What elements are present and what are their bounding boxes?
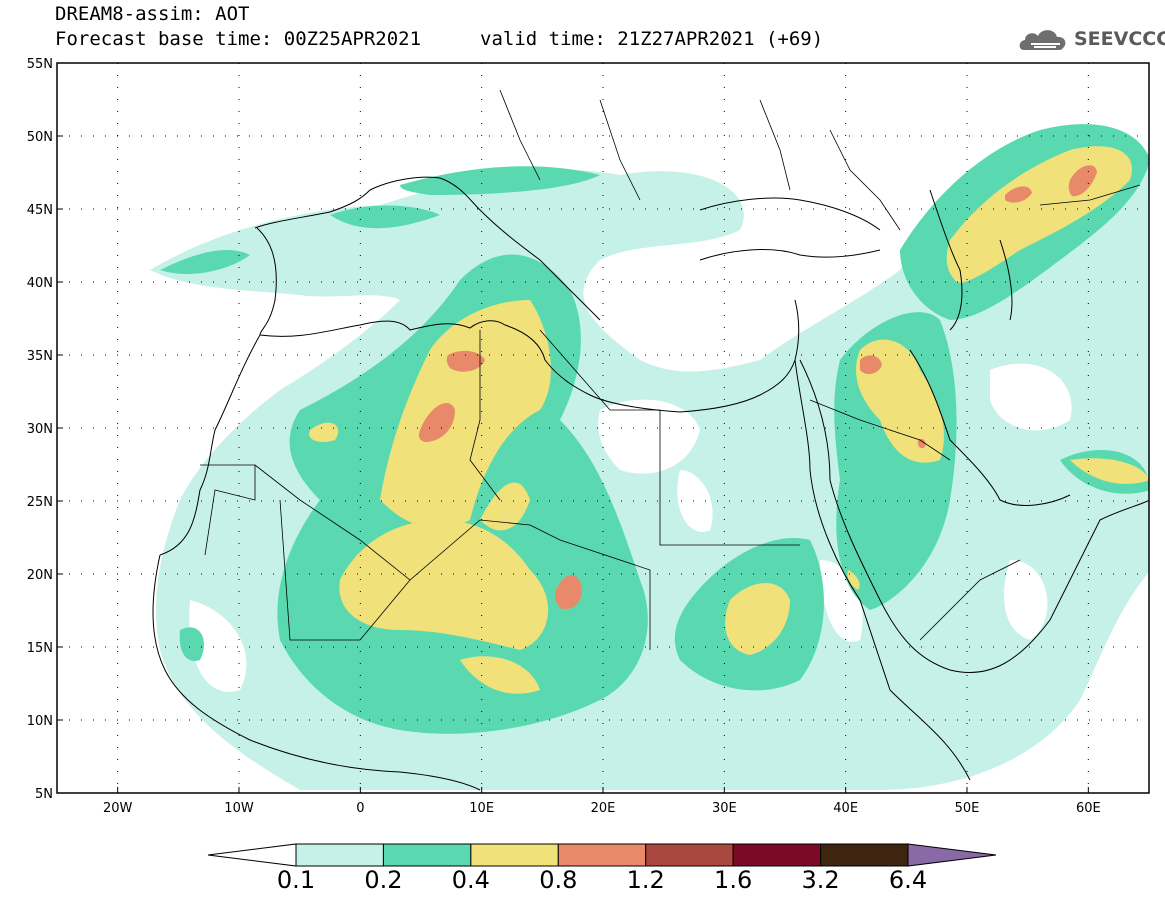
lat-tick-label: 20N bbox=[27, 568, 53, 583]
black-sea-north-coast bbox=[699, 197, 881, 231]
persian-gulf-coast bbox=[909, 349, 1071, 506]
seevccc-logo: SEEVCCC bbox=[1016, 22, 1165, 56]
colorbar-label: 3.2 bbox=[801, 866, 840, 894]
arabia-south-coast bbox=[949, 499, 1149, 674]
colorbar-segment bbox=[820, 843, 909, 867]
gulf-of-guinea-coast bbox=[152, 554, 481, 791]
colorbar-segment bbox=[645, 843, 734, 867]
red-sea-east-coast bbox=[799, 359, 951, 671]
aot-field bbox=[150, 124, 1149, 790]
lat-tick-label: 40N bbox=[27, 276, 53, 291]
colorbar-label: 1.6 bbox=[714, 866, 753, 894]
lon-tick-label: 10W bbox=[224, 801, 254, 816]
lat-tick-label: 55N bbox=[27, 57, 53, 72]
colorbar-min-arrow bbox=[207, 843, 297, 867]
border-kazakhstan bbox=[1039, 184, 1141, 206]
west-africa-coast bbox=[159, 334, 261, 556]
border-algeria-mali bbox=[254, 464, 531, 581]
lat-tick-label: 5N bbox=[35, 787, 53, 802]
caspian-sea bbox=[929, 189, 1013, 331]
country-borders bbox=[200, 89, 1141, 650]
border-western-sahara bbox=[200, 464, 256, 556]
valid-time: valid time: 21Z27APR2021 (+69) bbox=[480, 28, 824, 50]
lon-tick-label: 30E bbox=[712, 801, 737, 816]
border-mali-mauritania bbox=[279, 499, 411, 641]
lat-tick-label: 35N bbox=[27, 349, 53, 364]
lat-tick-label: 10N bbox=[27, 714, 53, 729]
border-yemen-saudi bbox=[919, 559, 1021, 641]
colorbar-label: 0.2 bbox=[364, 866, 403, 894]
map-title: DREAM8-assim: AOT bbox=[55, 3, 250, 25]
forecast-base-time: Forecast base time: 00Z25APR2021 bbox=[55, 28, 422, 50]
horn-of-africa bbox=[889, 689, 971, 781]
colorbar-segment bbox=[557, 843, 647, 867]
lon-axis: 20W 10W 0 10E 20E 30E 40E 50E 60E bbox=[103, 787, 1101, 816]
lon-tick-label: 10E bbox=[469, 801, 494, 816]
lat-tick-label: 50N bbox=[27, 130, 53, 145]
colorbar-segment bbox=[470, 843, 559, 867]
lat-axis: 55N 50N 45N 40N 35N 30N 25N 20N 15N 10N 5N bbox=[27, 57, 63, 802]
colorbar bbox=[207, 843, 997, 867]
south-europe-coast bbox=[254, 176, 601, 321]
aot-band-0.8 bbox=[418, 165, 1097, 610]
lon-tick-label: 20E bbox=[591, 801, 616, 816]
colorbar-segment bbox=[732, 843, 822, 867]
north-africa-coast bbox=[256, 227, 800, 413]
colorbar-label: 0.1 bbox=[276, 866, 316, 894]
cloud-icon bbox=[1019, 30, 1066, 50]
colorbar-segment bbox=[295, 843, 384, 867]
colorbar-segment bbox=[382, 843, 472, 867]
black-sea-south-coast bbox=[699, 249, 881, 261]
lat-tick-label: 15N bbox=[27, 641, 53, 656]
lon-tick-label: 0 bbox=[356, 801, 364, 816]
border-chad bbox=[529, 524, 651, 650]
border-libya bbox=[539, 329, 660, 411]
border-egypt-sudan bbox=[659, 410, 800, 546]
lat-tick-label: 30N bbox=[27, 422, 53, 437]
red-sea-west-coast bbox=[794, 359, 891, 691]
lon-tick-label: 40E bbox=[833, 801, 858, 816]
lat-tick-label: 25N bbox=[27, 495, 53, 510]
colorbar-label: 6.4 bbox=[888, 866, 928, 894]
colorbar-label: 1.2 bbox=[626, 866, 665, 894]
colorbar-max-arrow bbox=[907, 843, 997, 867]
colorbar-label: 0.4 bbox=[451, 866, 490, 894]
lat-tick-label: 45N bbox=[27, 203, 53, 218]
lon-tick-label: 20W bbox=[103, 801, 133, 816]
border-europe bbox=[499, 89, 901, 231]
coastlines bbox=[152, 176, 1149, 791]
border-algeria-tunisia-libya bbox=[469, 330, 501, 501]
lon-tick-label: 60E bbox=[1076, 801, 1101, 816]
colorbar-label: 0.8 bbox=[539, 866, 578, 894]
border-saudi-iraq bbox=[809, 399, 951, 461]
lon-tick-label: 50E bbox=[955, 801, 980, 816]
aot-clear-areas bbox=[189, 363, 1072, 692]
logo-text: SEEVCCC bbox=[1074, 28, 1165, 50]
colorbar-labels: 0.1 0.2 0.4 0.8 1.2 1.6 3.2 6.4 bbox=[0, 866, 1165, 896]
